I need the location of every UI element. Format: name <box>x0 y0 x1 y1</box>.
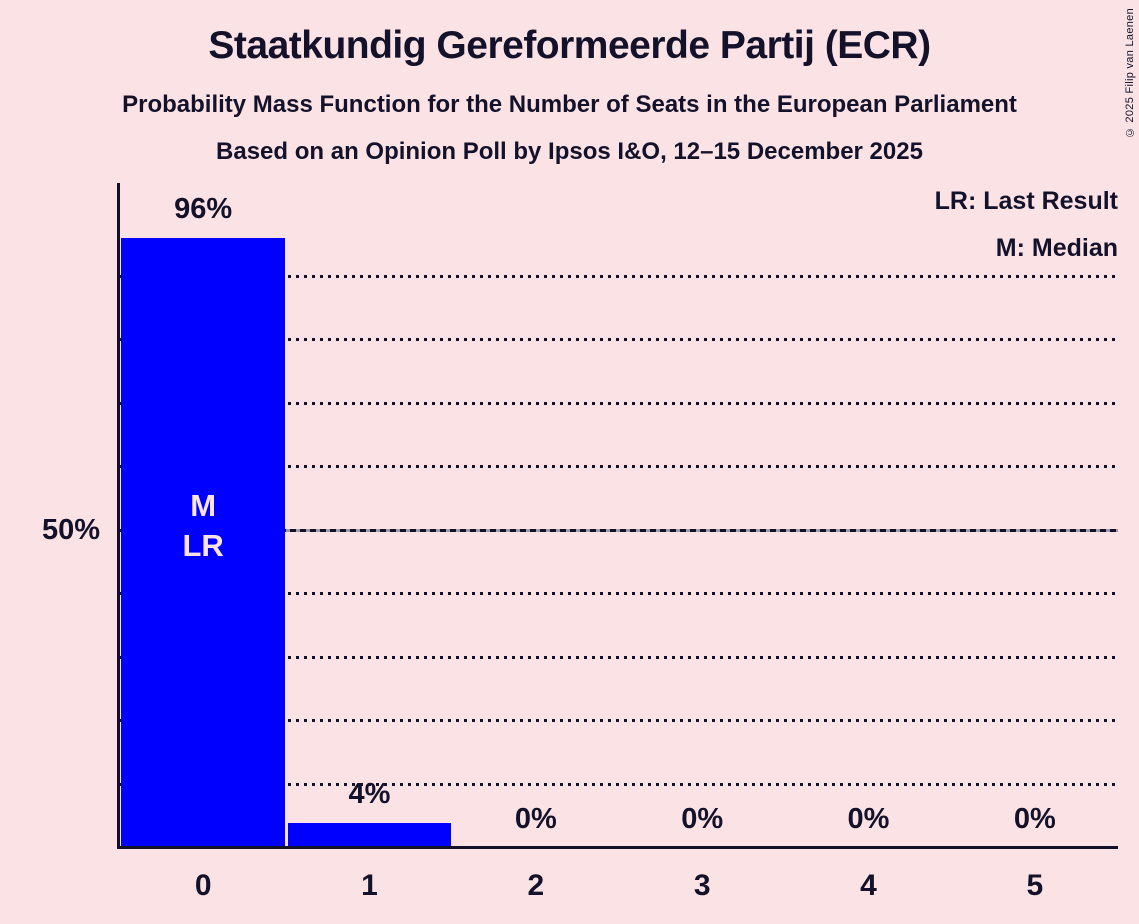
gridline-60pct <box>120 465 1118 469</box>
marker-line-lr: LR <box>182 528 224 563</box>
y-axis-line <box>117 183 120 849</box>
bar-value-label-3: 0% <box>681 803 724 835</box>
x-tick-1: 1 <box>361 869 378 902</box>
legend: LR: Last Result M: Median <box>935 186 1118 264</box>
gridline-70pct <box>120 401 1118 405</box>
gridline-30pct <box>120 655 1118 659</box>
legend-last-result: LR: Last Result <box>934 187 1118 215</box>
median-last-result-marker: M LR <box>120 486 286 566</box>
y-tick-label-50pct: 50% <box>41 514 100 546</box>
bar-value-label-5: 0% <box>1013 803 1056 835</box>
gridline-80pct <box>120 338 1118 342</box>
bar-seats-0 <box>121 238 286 848</box>
x-axis-line <box>117 846 1118 849</box>
marker-line-m: M <box>190 488 217 523</box>
bar-seats-1 <box>287 822 452 848</box>
chart-title: Staatkundig Gereformeerde Partij (ECR) <box>208 24 931 67</box>
chart-poll-info: Based on an Opinion Poll by Ipsos I&O, 1… <box>216 138 923 165</box>
x-tick-5: 5 <box>1026 869 1044 902</box>
gridline-20pct <box>120 719 1118 723</box>
gridline-10pct <box>120 782 1118 786</box>
x-tick-0: 0 <box>194 869 212 902</box>
gridline-90pct <box>120 274 1118 278</box>
chart-subtitle: Probability Mass Function for the Number… <box>122 91 1017 118</box>
x-tick-3: 3 <box>693 869 711 902</box>
bar-value-label-4: 0% <box>847 803 890 835</box>
bar-value-label-2: 0% <box>514 803 557 835</box>
x-tick-2: 2 <box>527 869 545 902</box>
bar-value-label-1: 4% <box>348 777 391 810</box>
gridline-50pct-solid <box>120 528 1118 532</box>
bar-value-label-0: 96% <box>174 193 233 226</box>
legend-median: M: Median <box>995 234 1118 262</box>
x-tick-4: 4 <box>860 869 877 902</box>
gridline-40pct <box>120 592 1118 596</box>
